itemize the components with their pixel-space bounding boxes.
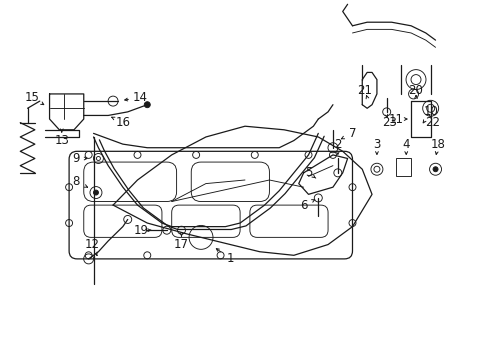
- Text: 19: 19: [134, 224, 149, 237]
- Text: 18: 18: [431, 138, 445, 150]
- Circle shape: [144, 102, 150, 108]
- Text: 7: 7: [349, 127, 356, 140]
- Text: 17: 17: [174, 238, 189, 251]
- Text: 11: 11: [389, 113, 404, 126]
- Text: 10: 10: [423, 105, 438, 118]
- Text: 5: 5: [305, 166, 312, 179]
- Text: 3: 3: [373, 138, 381, 150]
- Text: 1: 1: [226, 252, 234, 265]
- Circle shape: [433, 167, 438, 172]
- Text: 21: 21: [357, 84, 372, 97]
- Text: 4: 4: [402, 138, 410, 150]
- Text: 22: 22: [426, 116, 441, 129]
- Text: 8: 8: [73, 175, 80, 188]
- Text: 9: 9: [73, 152, 80, 165]
- Text: 14: 14: [132, 91, 147, 104]
- Text: 23: 23: [382, 116, 396, 129]
- Text: 15: 15: [25, 91, 40, 104]
- Text: 16: 16: [115, 116, 130, 129]
- Text: 20: 20: [409, 84, 423, 97]
- Text: 2: 2: [334, 138, 342, 150]
- Bar: [396, 158, 411, 176]
- Circle shape: [94, 190, 98, 195]
- Text: 13: 13: [54, 134, 69, 147]
- Text: 6: 6: [300, 199, 307, 212]
- Text: 12: 12: [85, 238, 100, 251]
